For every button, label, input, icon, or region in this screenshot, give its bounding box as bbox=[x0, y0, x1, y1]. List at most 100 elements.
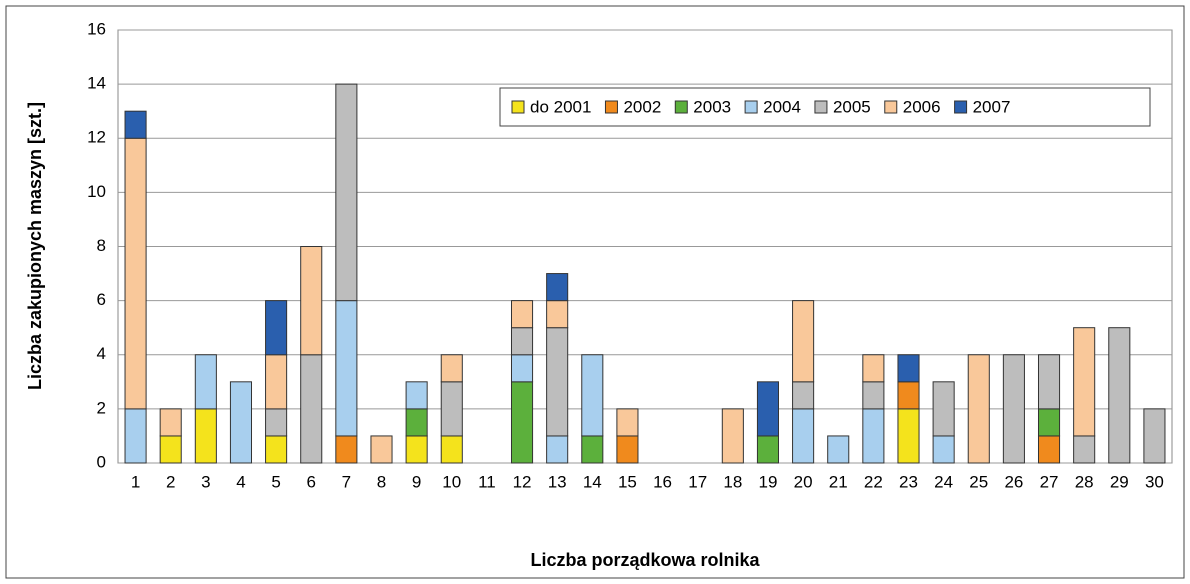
x-tick-label: 27 bbox=[1040, 472, 1059, 491]
x-tick-label: 15 bbox=[618, 472, 637, 491]
y-axis-label: Liczba zakupionych maszyn [szt.] bbox=[25, 102, 45, 390]
x-tick-label: 11 bbox=[478, 472, 496, 491]
bar-segment bbox=[792, 408, 815, 464]
bar-segment bbox=[546, 327, 569, 437]
x-tick-label: 7 bbox=[342, 472, 351, 491]
x-tick-label: 3 bbox=[201, 472, 210, 491]
y-tick-label: 0 bbox=[97, 452, 106, 471]
bar-segment bbox=[440, 435, 463, 464]
y-tick-label: 4 bbox=[97, 344, 106, 363]
bar-segment bbox=[440, 354, 463, 383]
bar-segment bbox=[124, 137, 147, 410]
x-tick-label: 23 bbox=[899, 472, 918, 491]
bar-segment bbox=[897, 408, 920, 464]
bar-segment bbox=[1037, 354, 1061, 410]
x-axis-label: Liczba porządkowa rolnika bbox=[530, 550, 760, 570]
bar-segment bbox=[862, 381, 885, 410]
bar-segment bbox=[932, 381, 955, 437]
x-tick-label: 9 bbox=[412, 472, 421, 491]
bar-segment bbox=[967, 354, 990, 464]
bar-segment bbox=[1037, 408, 1061, 437]
bar-segment bbox=[265, 435, 288, 464]
bar-segment bbox=[300, 246, 323, 356]
bar-segment bbox=[265, 354, 288, 410]
bar-segment bbox=[124, 408, 147, 464]
legend-label: do 2001 bbox=[530, 97, 591, 116]
legend-label: 2007 bbox=[973, 97, 1011, 116]
bar-segment bbox=[616, 408, 639, 437]
bar-segment bbox=[159, 435, 182, 464]
bar-segment bbox=[827, 435, 850, 464]
legend-swatch bbox=[674, 100, 688, 114]
x-tick-label: 13 bbox=[548, 472, 567, 491]
bar-segment bbox=[405, 408, 428, 437]
bar-segment bbox=[897, 354, 920, 383]
bar-segment bbox=[510, 300, 534, 329]
legend-swatch bbox=[511, 100, 525, 114]
bar-segment bbox=[581, 354, 604, 437]
x-tick-label: 8 bbox=[377, 472, 386, 491]
bar-segment bbox=[546, 435, 569, 464]
bar-segment bbox=[932, 435, 955, 464]
bar-segment bbox=[440, 381, 463, 437]
bar-segment bbox=[300, 354, 323, 464]
bar-segment bbox=[862, 408, 885, 464]
x-tick-label: 12 bbox=[513, 472, 532, 491]
bar-segment bbox=[1108, 327, 1131, 464]
bar-segment bbox=[335, 83, 358, 302]
bar-segment bbox=[792, 300, 815, 383]
legend-swatch bbox=[744, 100, 758, 114]
bar-segment bbox=[1073, 435, 1096, 464]
x-tick-label: 21 bbox=[829, 472, 848, 491]
bar-segment bbox=[335, 300, 358, 437]
legend-label: 2002 bbox=[623, 97, 661, 116]
bar-segment bbox=[581, 435, 604, 464]
bar-segment bbox=[510, 354, 534, 383]
y-tick-label: 12 bbox=[87, 128, 106, 147]
bar-segment bbox=[510, 381, 534, 464]
legend-label: 2006 bbox=[903, 97, 941, 116]
x-tick-label: 18 bbox=[723, 472, 742, 491]
y-tick-label: 14 bbox=[87, 74, 106, 93]
x-tick-label: 10 bbox=[442, 472, 461, 491]
bar-segment bbox=[1143, 408, 1166, 464]
bar-segment bbox=[546, 300, 569, 329]
bar-segment bbox=[1073, 327, 1096, 437]
x-tick-label: 22 bbox=[864, 472, 883, 491]
x-tick-label: 2 bbox=[166, 472, 175, 491]
y-tick-label: 10 bbox=[87, 182, 106, 201]
bar-segment bbox=[405, 435, 428, 464]
bar-segment bbox=[194, 354, 217, 410]
y-tick-label: 8 bbox=[97, 236, 106, 255]
bar-segment bbox=[1037, 435, 1061, 464]
x-tick-label: 4 bbox=[236, 472, 245, 491]
legend-swatch bbox=[814, 100, 828, 114]
y-tick-label: 6 bbox=[97, 290, 106, 309]
x-tick-label: 5 bbox=[271, 472, 280, 491]
legend-swatch bbox=[604, 100, 618, 114]
bar-segment bbox=[265, 300, 288, 356]
x-tick-label: 26 bbox=[1004, 472, 1023, 491]
bar-segment bbox=[159, 408, 182, 437]
bar-segment bbox=[405, 381, 428, 410]
y-tick-label: 16 bbox=[87, 19, 106, 38]
legend-swatch bbox=[884, 100, 898, 114]
bar-segment bbox=[194, 408, 217, 464]
bar-segment bbox=[756, 381, 780, 437]
y-tick-label: 2 bbox=[97, 398, 106, 417]
x-tick-label: 24 bbox=[934, 472, 953, 491]
x-tick-label: 6 bbox=[306, 472, 315, 491]
bar-segment bbox=[546, 273, 569, 302]
legend-label: 2003 bbox=[693, 97, 731, 116]
legend-swatch bbox=[954, 100, 968, 114]
x-tick-label: 25 bbox=[969, 472, 988, 491]
bar-segment bbox=[335, 435, 358, 464]
bar-segment bbox=[862, 354, 885, 383]
bar-segment bbox=[229, 381, 253, 464]
x-tick-label: 20 bbox=[794, 472, 813, 491]
bar-segment bbox=[124, 110, 147, 139]
bar-segment bbox=[721, 408, 744, 464]
legend-label: 2004 bbox=[763, 97, 801, 116]
bar-segment bbox=[897, 381, 920, 410]
